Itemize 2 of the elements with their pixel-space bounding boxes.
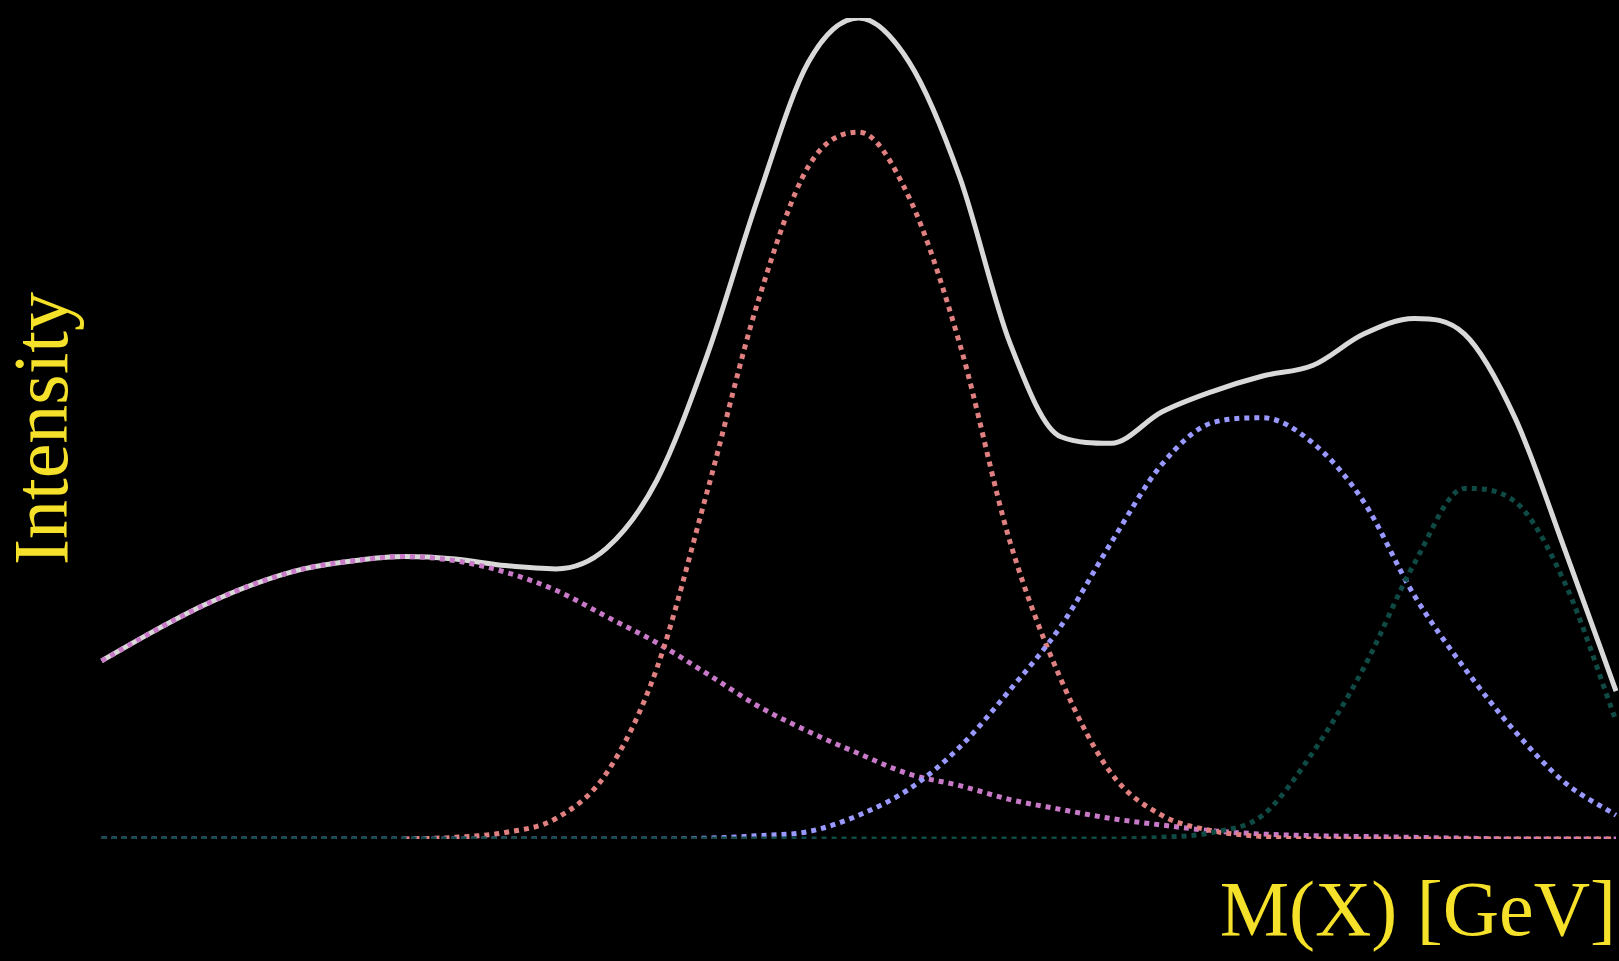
y-axis-title: Intensity — [0, 292, 85, 565]
x-axis-title: M(X) [GeV] — [1219, 864, 1616, 952]
